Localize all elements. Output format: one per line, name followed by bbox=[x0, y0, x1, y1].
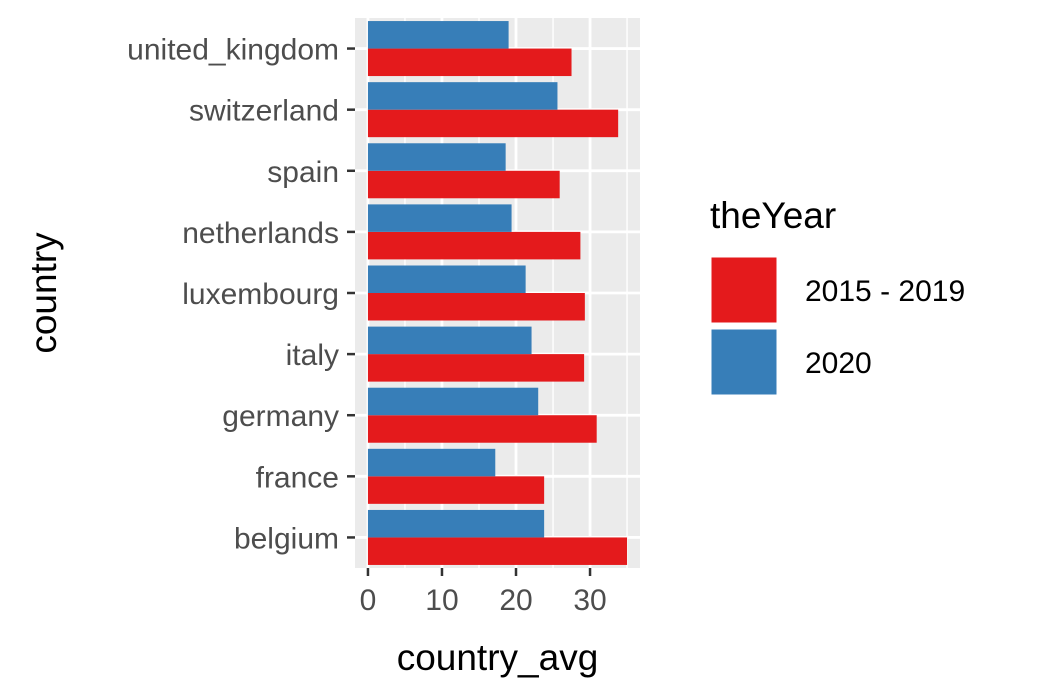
y-tick-label: belgium bbox=[234, 522, 339, 555]
y-axis-title: country bbox=[23, 232, 64, 354]
bar-luxembourg-2015-2019 bbox=[367, 293, 585, 321]
bar-switzerland-2020 bbox=[367, 82, 558, 110]
legend-label: 2020 bbox=[805, 347, 872, 380]
bar-netherlands-2020 bbox=[367, 204, 512, 232]
bar-italy-2015-2019 bbox=[367, 354, 585, 382]
x-tick-label: 30 bbox=[573, 584, 606, 617]
x-axis: 0 10 20 30 bbox=[360, 568, 607, 617]
legend-key bbox=[708, 254, 780, 326]
x-axis-title: country_avg bbox=[397, 637, 599, 678]
bar-germany-2020 bbox=[367, 387, 539, 416]
bars bbox=[367, 21, 628, 565]
legend: theYear 2015 - 2019 2020 bbox=[708, 195, 965, 398]
y-tick-label: luxembourg bbox=[182, 278, 339, 311]
y-tick-label: netherlands bbox=[182, 217, 339, 250]
y-tick-label: italy bbox=[286, 339, 339, 372]
y-tick-label: france bbox=[256, 461, 339, 494]
legend-key bbox=[708, 326, 780, 398]
bar-united_kingdom-2015-2019 bbox=[367, 48, 572, 77]
legend-title: theYear bbox=[710, 195, 836, 236]
legend-label: 2015 - 2019 bbox=[805, 275, 965, 308]
bar-netherlands-2015-2019 bbox=[367, 231, 581, 260]
bar-spain-2015-2019 bbox=[367, 170, 560, 199]
y-tick-label: germany bbox=[222, 400, 339, 433]
y-axis: belgium france germany italy luxembourg nethe… bbox=[127, 34, 355, 555]
bar-italy-2020 bbox=[367, 326, 532, 355]
bar-luxembourg-2020 bbox=[367, 265, 526, 293]
x-tick-label: 10 bbox=[425, 584, 458, 617]
bar-france-2020 bbox=[367, 448, 496, 477]
bar-france-2015-2019 bbox=[367, 476, 545, 504]
bar-united_kingdom-2020 bbox=[367, 21, 509, 49]
bar-belgium-2020 bbox=[367, 509, 545, 538]
y-tick-label: united_kingdom bbox=[127, 34, 339, 67]
bar-spain-2020 bbox=[367, 143, 506, 171]
bar-belgium-2015-2019 bbox=[367, 537, 628, 565]
y-tick-label: switzerland bbox=[189, 95, 339, 128]
bar-switzerland-2015-2019 bbox=[367, 109, 619, 138]
x-tick-label: 20 bbox=[499, 584, 532, 617]
y-tick-label: spain bbox=[267, 156, 339, 189]
bar-germany-2015-2019 bbox=[367, 415, 597, 443]
x-tick-label: 0 bbox=[360, 584, 377, 617]
